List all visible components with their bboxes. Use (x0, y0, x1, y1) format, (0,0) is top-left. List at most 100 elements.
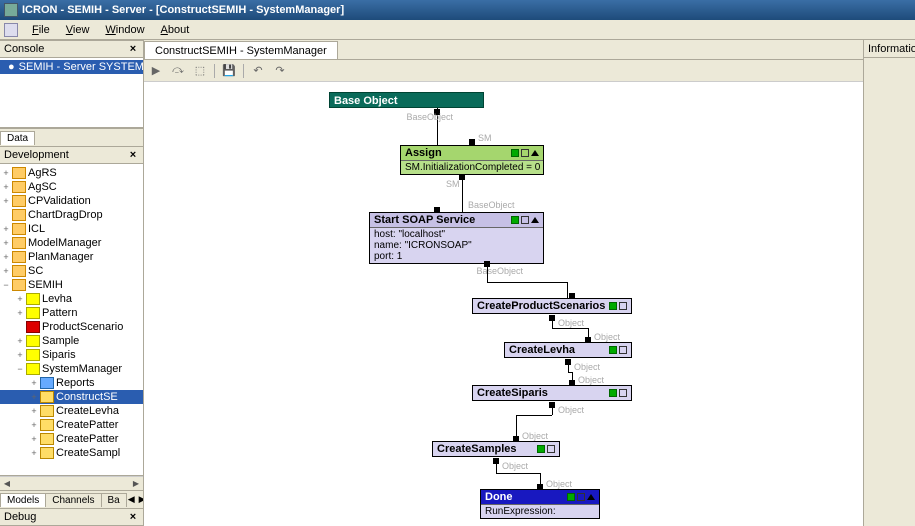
node-done[interactable]: DoneRunExpression: (480, 489, 600, 519)
tree-item[interactable]: +Pattern (0, 306, 143, 320)
tree-item[interactable]: −SystemManager (0, 362, 143, 376)
tree-item[interactable]: +CreatePatter (0, 418, 143, 432)
tree-item[interactable]: +PlanManager (0, 250, 143, 264)
node-port[interactable] (469, 139, 475, 145)
node-start-soap[interactable]: Start SOAP Servicehost: "localhost" name… (369, 212, 544, 264)
tree-expander-icon[interactable]: + (28, 421, 40, 430)
tree-expander-icon[interactable]: + (14, 295, 26, 304)
node-controls[interactable] (567, 493, 595, 501)
node-createsiparis[interactable]: CreateSiparis (472, 385, 632, 401)
scroll-right-icon[interactable]: ▶ (129, 479, 143, 488)
node-out-icon[interactable] (521, 149, 529, 157)
node-out-icon[interactable] (619, 389, 627, 397)
tree-item[interactable]: +AgRS (0, 166, 143, 180)
tree-expander-icon[interactable]: + (28, 435, 40, 444)
node-port[interactable] (537, 484, 543, 490)
tabs-prev-icon[interactable]: ◀ (126, 494, 137, 505)
tree-expander-icon[interactable]: + (0, 239, 12, 248)
tree-item[interactable]: +CreateSampl (0, 446, 143, 460)
node-out-icon[interactable] (577, 493, 585, 501)
redo-button[interactable]: ↷ (272, 63, 288, 79)
tree-expander-icon[interactable]: + (0, 253, 12, 262)
node-collapse-icon[interactable] (587, 494, 595, 500)
node-run-icon[interactable] (609, 302, 617, 310)
node-run-icon[interactable] (537, 445, 545, 453)
tree-expander-icon[interactable]: + (28, 393, 40, 402)
step-button[interactable]: ⤼ (170, 63, 186, 79)
node-createproductscenarios[interactable]: CreateProductScenarios (472, 298, 632, 314)
save-button[interactable]: 💾 (221, 63, 237, 79)
menu-window[interactable]: Window (97, 22, 152, 38)
tree-expander-icon[interactable]: + (14, 337, 26, 346)
tree-expander-icon[interactable]: + (14, 351, 26, 360)
tree-item[interactable]: +Levha (0, 292, 143, 306)
node-run-icon[interactable] (511, 216, 519, 224)
tree-item[interactable]: ChartDragDrop (0, 208, 143, 222)
console-item[interactable]: ● SEMIH - Server SYSTEM (0, 60, 143, 74)
node-port[interactable] (585, 337, 591, 343)
node-controls[interactable] (609, 389, 627, 397)
tab-ba[interactable]: Ba (101, 493, 127, 507)
node-controls[interactable] (609, 346, 627, 354)
node-base-object[interactable]: Base Object [SystemManager] (329, 92, 484, 108)
node-controls[interactable] (511, 216, 539, 224)
tree-expander-icon[interactable]: + (0, 267, 12, 276)
menu-view[interactable]: View (58, 22, 98, 38)
flow-canvas[interactable]: Base Object [SystemManager] AssignSM.Init… (144, 82, 863, 526)
tree-item[interactable]: +AgSC (0, 180, 143, 194)
node-out-icon[interactable] (619, 302, 627, 310)
node-port[interactable] (569, 380, 575, 386)
dev-scrollbar[interactable]: ◀ ▶ (0, 476, 143, 490)
node-port[interactable] (434, 207, 440, 213)
tab-channels[interactable]: Channels (45, 493, 101, 507)
tree-expander-icon[interactable]: + (14, 309, 26, 318)
node-run-icon[interactable] (511, 149, 519, 157)
node-createsamples[interactable]: CreateSamples (432, 441, 560, 457)
menu-file[interactable]: File (24, 22, 58, 38)
tree-item[interactable]: ProductScenario (0, 320, 143, 334)
tree-expander-icon[interactable]: + (28, 379, 40, 388)
tab-data[interactable]: Data (0, 131, 35, 145)
console-close-icon[interactable]: × (127, 43, 139, 55)
tree-item[interactable]: +Siparis (0, 348, 143, 362)
node-run-icon[interactable] (567, 493, 575, 501)
dev-close-icon[interactable]: × (127, 149, 139, 161)
menu-about[interactable]: About (153, 22, 198, 38)
tree-item[interactable]: +ModelManager (0, 236, 143, 250)
tree-item[interactable]: −SEMIH (0, 278, 143, 292)
node-collapse-icon[interactable] (531, 217, 539, 223)
tree-item[interactable]: +CPValidation (0, 194, 143, 208)
node-out-icon[interactable] (521, 216, 529, 224)
tree-expander-icon[interactable]: − (0, 281, 12, 290)
tree-item[interactable]: +CreateLevha (0, 404, 143, 418)
tree-item[interactable]: +ConstructSE (0, 390, 143, 404)
play-button[interactable]: ▶ (148, 63, 164, 79)
tree-item[interactable]: +Reports (0, 376, 143, 390)
node-controls[interactable] (609, 302, 627, 310)
stop-button[interactable]: ⬚ (192, 63, 208, 79)
tree-item[interactable]: +Sample (0, 334, 143, 348)
debug-close-icon[interactable]: × (127, 511, 139, 523)
tab-models[interactable]: Models (0, 493, 46, 507)
node-out-icon[interactable] (619, 346, 627, 354)
node-port[interactable] (569, 293, 575, 299)
scroll-left-icon[interactable]: ◀ (0, 479, 14, 488)
node-assign[interactable]: AssignSM.InitializationCompleted = 0 (400, 145, 544, 175)
tab-construct[interactable]: ConstructSEMIH - SystemManager (144, 41, 338, 59)
node-controls[interactable] (537, 445, 555, 453)
tree-item[interactable]: +SC (0, 264, 143, 278)
node-out-icon[interactable] (547, 445, 555, 453)
tree-expander-icon[interactable]: + (0, 197, 12, 206)
tree-expander-icon[interactable]: + (28, 449, 40, 458)
tree-item[interactable]: +CreatePatter (0, 432, 143, 446)
node-run-icon[interactable] (609, 389, 617, 397)
node-port[interactable] (513, 436, 519, 442)
tree-expander-icon[interactable]: − (14, 365, 26, 374)
tree-item[interactable]: +ICL (0, 222, 143, 236)
undo-button[interactable]: ↶ (250, 63, 266, 79)
tree-expander-icon[interactable]: + (0, 225, 12, 234)
node-collapse-icon[interactable] (531, 150, 539, 156)
tree-expander-icon[interactable]: + (0, 183, 12, 192)
tree-expander-icon[interactable]: + (0, 169, 12, 178)
node-createlevha[interactable]: CreateLevha (504, 342, 632, 358)
